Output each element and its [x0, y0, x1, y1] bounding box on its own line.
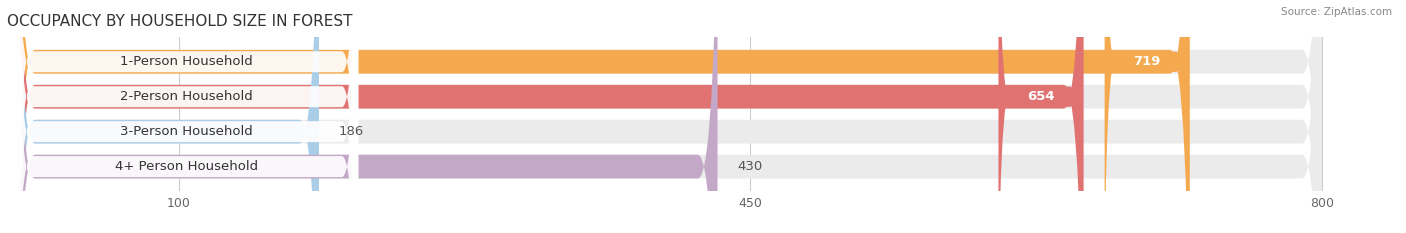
Text: 186: 186 — [339, 125, 364, 138]
Text: OCCUPANCY BY HOUSEHOLD SIZE IN FOREST: OCCUPANCY BY HOUSEHOLD SIZE IN FOREST — [7, 14, 353, 29]
Text: 654: 654 — [1028, 90, 1054, 103]
FancyBboxPatch shape — [15, 0, 1322, 233]
FancyBboxPatch shape — [15, 0, 359, 233]
FancyBboxPatch shape — [998, 0, 1084, 233]
FancyBboxPatch shape — [15, 0, 359, 233]
FancyBboxPatch shape — [15, 0, 319, 233]
Text: 430: 430 — [737, 160, 762, 173]
Text: Source: ZipAtlas.com: Source: ZipAtlas.com — [1281, 7, 1392, 17]
FancyBboxPatch shape — [15, 0, 1189, 233]
FancyBboxPatch shape — [15, 0, 717, 233]
FancyBboxPatch shape — [15, 0, 359, 233]
Text: 2-Person Household: 2-Person Household — [121, 90, 253, 103]
Text: 1-Person Household: 1-Person Household — [121, 55, 253, 68]
FancyBboxPatch shape — [15, 0, 1084, 233]
FancyBboxPatch shape — [15, 0, 1322, 233]
FancyBboxPatch shape — [15, 0, 1322, 233]
FancyBboxPatch shape — [15, 0, 359, 233]
Text: 4+ Person Household: 4+ Person Household — [115, 160, 259, 173]
Text: 719: 719 — [1133, 55, 1161, 68]
Text: 3-Person Household: 3-Person Household — [121, 125, 253, 138]
FancyBboxPatch shape — [15, 0, 1322, 233]
FancyBboxPatch shape — [1105, 0, 1189, 233]
